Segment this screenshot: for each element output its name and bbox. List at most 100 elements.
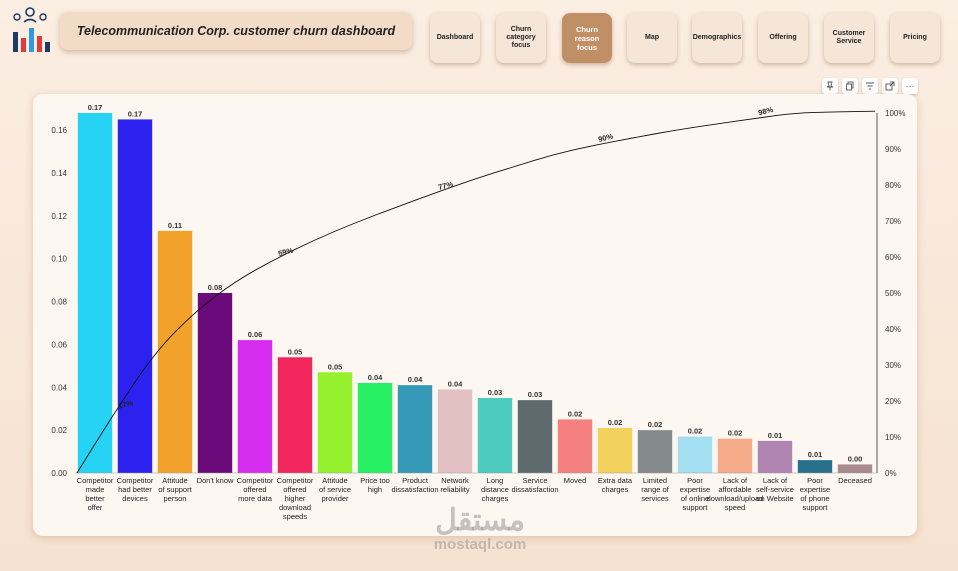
bar-data-label: 0.05: [288, 347, 303, 356]
nav-demographics-button[interactable]: Demographics: [692, 13, 742, 63]
y2-tick-label: 0%: [885, 469, 897, 478]
y-tick-label: 0.00: [51, 469, 67, 478]
cumulative-percent-label: 77%: [437, 179, 454, 191]
y-tick-label: 0.10: [51, 255, 67, 264]
x-category-label: Poor expertise of online support: [680, 476, 710, 512]
x-category-label: Deceased: [838, 476, 872, 485]
y2-tick-label: 100%: [885, 109, 905, 118]
x-category-label: Poor expertise of phone support: [800, 476, 830, 512]
bar-data-label: 0.17: [88, 103, 103, 112]
bar: [597, 428, 633, 473]
y2-tick-label: 50%: [885, 289, 901, 298]
bar-data-label: 0.03: [528, 390, 543, 399]
x-category-label: Competitor had better devices: [117, 476, 154, 503]
x-category-label: Don't know: [197, 476, 234, 485]
cumulative-percent-label: 98%: [757, 105, 774, 117]
x-category-label: Service dissatisfaction: [511, 476, 558, 494]
x-category-label: Price too high: [360, 476, 390, 494]
y-tick-label: 0.12: [51, 212, 67, 221]
bar-data-label: 0.04: [368, 373, 383, 382]
bar: [157, 230, 193, 473]
bar: [477, 398, 513, 473]
nav-offering-button[interactable]: Offering: [758, 13, 808, 63]
pin-icon[interactable]: [822, 78, 838, 94]
copy-icon[interactable]: [842, 78, 858, 94]
y2-tick-label: 70%: [885, 217, 901, 226]
bar: [837, 464, 873, 473]
nav-dashboard-button[interactable]: Dashboard: [430, 13, 480, 63]
cumulative-percent-line: [76, 110, 876, 474]
bar: [797, 460, 833, 473]
y-tick-label: 0.14: [51, 169, 67, 178]
bar: [237, 340, 273, 473]
bar: [517, 400, 553, 473]
bar: [397, 385, 433, 473]
bar: [637, 430, 673, 473]
bar-data-label: 0.05: [328, 362, 343, 371]
bar: [677, 436, 713, 473]
bar: [317, 372, 353, 473]
x-category-label: Limited range of services: [641, 476, 669, 503]
filter-icon[interactable]: [862, 78, 878, 94]
bar-data-label: 0.00: [848, 454, 863, 463]
y2-tick-label: 90%: [885, 145, 901, 154]
x-category-label: Extra data charges: [598, 476, 633, 494]
watermark-arabic: مستقل: [435, 504, 525, 537]
x-category-label: Long distance charges: [481, 476, 509, 503]
bar: [77, 113, 113, 473]
bar-data-label: 0.02: [568, 409, 583, 418]
bar: [717, 438, 753, 473]
bar: [117, 119, 153, 473]
x-category-label: Competitor offered more data: [237, 476, 274, 503]
y-tick-label: 0.02: [51, 426, 67, 435]
bar-data-label: 0.02: [728, 429, 743, 438]
cumulative-percent-label: 90%: [597, 132, 614, 144]
y2-tick-label: 20%: [885, 397, 901, 406]
nav-customer-service-button[interactable]: Customer Service: [824, 13, 874, 63]
y-tick-label: 0.08: [51, 298, 67, 307]
bar-data-label: 0.02: [688, 427, 703, 436]
watermark: مستقل mostaql.com: [420, 504, 540, 554]
dashboard-logo-icon: [13, 7, 50, 52]
y2-tick-label: 30%: [885, 361, 901, 370]
bar-data-label: 0.11: [168, 221, 182, 230]
bar: [197, 293, 233, 473]
bar-data-label: 0.01: [768, 431, 783, 440]
bar-data-label: 0.02: [608, 418, 623, 427]
cumulative-percent-label: 59%: [277, 246, 294, 258]
x-category-label: Moved: [564, 476, 587, 485]
bar-data-label: 0.17: [128, 109, 143, 118]
pareto-chart: 0.00 0.02 0.04 0.06 0.08 0.10 0.12 0.14 0.16 0% 10…: [51, 103, 905, 521]
bar: [557, 419, 593, 473]
x-category-label: Attitude of service provider: [319, 476, 351, 503]
nav-churn-category-focus-button[interactable]: Churn category focus: [496, 13, 546, 63]
churn-reason-chart-card: 0.00 0.02 0.04 0.06 0.08 0.10 0.12 0.14 0.16 0% 10…: [33, 94, 917, 536]
bar-data-label: 0.03: [488, 388, 503, 397]
x-category-label: Lack of self-service on Website: [756, 476, 794, 503]
y-tick-label: 0.06: [51, 340, 67, 349]
x-category-label: Competitor made better offer: [77, 476, 114, 512]
x-category-label: Lack of affordable download/upload speed: [707, 476, 764, 512]
bar-data-label: 0.02: [648, 420, 663, 429]
dashboard-title-box: Telecommunication Corp. customer churn d…: [60, 12, 412, 50]
bar-data-label: 0.06: [248, 330, 263, 339]
x-category-label: Competitor offered higher download speeds: [277, 476, 314, 521]
cumulative-percent-label: 17%: [117, 398, 134, 410]
x-category-label: Network reliability: [440, 476, 469, 494]
watermark-latin: mostaql.com: [433, 536, 527, 553]
bar-data-label: 0.01: [808, 450, 823, 459]
nav-pricing-button[interactable]: Pricing: [890, 13, 940, 63]
nav-churn-reason-focus-button[interactable]: Churn reason focus: [562, 13, 612, 63]
bar: [357, 383, 393, 473]
x-category-label: Attitude of support person: [158, 476, 192, 503]
bar-data-label: 0.04: [448, 379, 463, 388]
bar: [757, 440, 793, 473]
focus-mode-icon[interactable]: [882, 78, 898, 94]
y2-tick-label: 60%: [885, 253, 901, 262]
nav-map-button[interactable]: Map: [627, 13, 677, 63]
x-category-label: Product dissatisfaction: [391, 476, 438, 494]
y2-tick-label: 40%: [885, 325, 901, 334]
more-options-icon[interactable]: ⋯: [902, 78, 918, 94]
dashboard-title: Telecommunication Corp. customer churn d…: [76, 24, 396, 38]
y2-tick-label: 10%: [885, 433, 901, 442]
